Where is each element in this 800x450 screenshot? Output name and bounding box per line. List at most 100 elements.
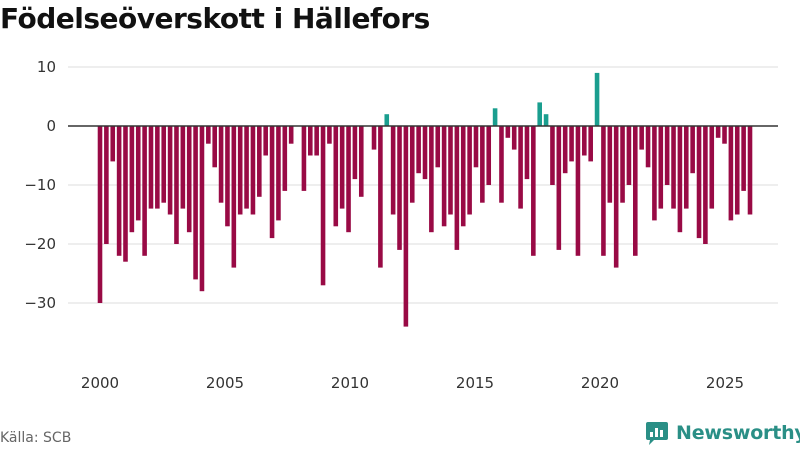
bar bbox=[734, 126, 740, 215]
bar bbox=[327, 126, 332, 144]
bar bbox=[390, 126, 396, 215]
bar bbox=[703, 126, 708, 244]
bar bbox=[231, 126, 237, 268]
bar bbox=[473, 126, 479, 168]
bar bbox=[320, 126, 326, 286]
x-tick-label: 2025 bbox=[706, 374, 744, 392]
bar bbox=[467, 126, 472, 215]
bar bbox=[378, 126, 383, 268]
bar bbox=[486, 126, 492, 185]
bar bbox=[690, 126, 695, 174]
bar bbox=[613, 126, 619, 268]
bar bbox=[601, 126, 606, 256]
x-tick-label: 2010 bbox=[331, 374, 369, 392]
bar bbox=[180, 126, 186, 209]
bar bbox=[142, 126, 147, 256]
source-note: Källa: SCB bbox=[0, 430, 72, 446]
bar bbox=[333, 126, 339, 227]
newsworthy-logo-icon bbox=[646, 422, 668, 445]
bar bbox=[116, 126, 122, 256]
bar bbox=[218, 126, 224, 203]
bar bbox=[531, 126, 536, 256]
bar bbox=[722, 126, 727, 144]
bar bbox=[429, 126, 434, 233]
x-tick-label: 2000 bbox=[81, 374, 119, 392]
bar bbox=[416, 126, 421, 174]
bar bbox=[193, 126, 198, 280]
bar bbox=[339, 126, 345, 209]
bar bbox=[607, 126, 613, 203]
bar bbox=[199, 126, 205, 292]
bar bbox=[148, 126, 154, 209]
x-tick-label: 2015 bbox=[456, 374, 494, 392]
bar bbox=[582, 126, 587, 156]
bar bbox=[422, 126, 428, 180]
bar bbox=[639, 126, 644, 150]
bar bbox=[441, 126, 447, 227]
bar bbox=[728, 126, 734, 221]
bar bbox=[556, 126, 562, 250]
bar bbox=[282, 126, 288, 191]
bar bbox=[301, 126, 307, 191]
bar bbox=[123, 126, 128, 262]
bar bbox=[683, 126, 689, 209]
bar bbox=[460, 126, 466, 227]
bars bbox=[97, 72, 753, 327]
bar bbox=[346, 126, 351, 233]
bar bbox=[594, 72, 600, 126]
bar bbox=[620, 126, 625, 203]
bar bbox=[677, 126, 683, 233]
bar bbox=[403, 126, 409, 327]
bar bbox=[633, 126, 638, 256]
y-tick-label: −20 bbox=[24, 235, 56, 253]
bar bbox=[104, 126, 109, 244]
bar bbox=[97, 126, 103, 303]
bar bbox=[308, 126, 313, 156]
gridlines bbox=[68, 66, 778, 304]
chart-title: Födelseöverskott i Hällefors bbox=[0, 2, 430, 35]
brand-logo: Newsworthy bbox=[644, 420, 800, 446]
bar bbox=[671, 126, 676, 209]
bar bbox=[110, 126, 116, 162]
bar bbox=[225, 126, 230, 227]
y-axis-labels: 10 0 −10 −20 −30 bbox=[24, 58, 56, 312]
y-tick-label: −10 bbox=[24, 176, 56, 194]
bar bbox=[135, 126, 141, 221]
bar bbox=[562, 126, 568, 174]
bar bbox=[454, 126, 460, 250]
bar bbox=[352, 126, 358, 180]
bar bbox=[371, 126, 377, 150]
bar bbox=[652, 126, 657, 221]
bar bbox=[448, 126, 453, 215]
bar bbox=[276, 126, 281, 221]
bar bbox=[161, 126, 167, 203]
bar bbox=[206, 126, 211, 144]
bar bbox=[524, 126, 530, 180]
bar bbox=[550, 126, 555, 185]
bar bbox=[511, 126, 517, 150]
bar bbox=[435, 126, 441, 168]
bar bbox=[288, 126, 294, 144]
bar bbox=[658, 126, 664, 209]
bar bbox=[645, 126, 651, 168]
bar bbox=[499, 126, 504, 203]
x-tick-label: 2005 bbox=[206, 374, 244, 392]
bar bbox=[269, 126, 275, 239]
bar bbox=[696, 126, 702, 239]
bar bbox=[492, 108, 498, 126]
bar bbox=[257, 126, 262, 197]
bar bbox=[250, 126, 256, 215]
bar bbox=[212, 126, 217, 168]
bar bbox=[588, 126, 593, 162]
bar bbox=[747, 126, 753, 215]
y-tick-label: 10 bbox=[37, 58, 56, 76]
bar bbox=[741, 126, 746, 191]
bar bbox=[237, 126, 243, 215]
bar bbox=[397, 126, 402, 250]
bar bbox=[543, 114, 549, 126]
bar bbox=[626, 126, 632, 185]
bar bbox=[575, 126, 581, 256]
bar-chart: 10 0 −10 −20 −30 2000 2005 2010 2015 2020 2025 bbox=[24, 58, 778, 392]
bar bbox=[244, 126, 249, 209]
bar bbox=[709, 126, 715, 209]
